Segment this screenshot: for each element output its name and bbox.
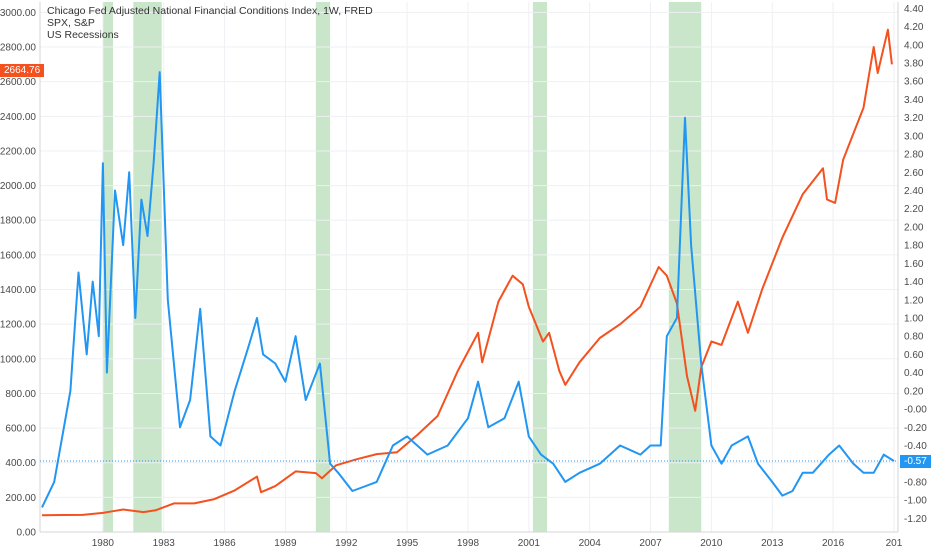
recession-band-0: [102, 2, 114, 532]
right-tick-label: 3.60: [904, 77, 924, 88]
chart-title: Chicago Fed Adjusted National Financial …: [47, 5, 373, 17]
x-tick-label: 2007: [639, 538, 662, 549]
x-tick-label: 1983: [153, 538, 176, 549]
left-tick-label: 2400.00: [0, 112, 36, 123]
right-tick-label: -0.00: [904, 405, 927, 416]
x-tick-label: 1980: [92, 538, 115, 549]
right-tick-label: 2.00: [904, 222, 924, 233]
right-tick-label: 0.20: [904, 386, 924, 397]
left-tick-label: 800.00: [5, 389, 36, 400]
right-tick-label: -0.80: [904, 477, 927, 488]
series-lines: [41, 28, 895, 517]
x-tick-label: 2010: [700, 538, 723, 549]
right-tick-label: 1.00: [904, 313, 924, 324]
right-tick-label: 3.80: [904, 59, 924, 70]
right-tick-label: 0.80: [904, 332, 924, 343]
nfci-last-value-tag: -0.57: [900, 454, 931, 468]
right-tick-label: 2.80: [904, 150, 924, 161]
right-tick-label: 3.20: [904, 113, 924, 124]
x-tick-label: 2016: [822, 538, 845, 549]
recession-band-2: [315, 2, 331, 532]
left-tick-label: 400.00: [5, 458, 36, 469]
right-tick-label: 2.40: [904, 186, 924, 197]
right-tick-label: 2.20: [904, 204, 924, 215]
recession-bands: [102, 2, 702, 532]
left-tick-label: 3000.00: [0, 8, 36, 19]
left-tick-label: 1200.00: [0, 320, 36, 331]
x-tick-label: 1989: [274, 538, 297, 549]
right-tick-label: -1.00: [904, 496, 927, 507]
chart-legend: Chicago Fed Adjusted National Financial …: [47, 5, 373, 41]
x-tick-label: 2001: [518, 538, 541, 549]
x-tick-label: 1986: [213, 538, 236, 549]
recession-band-4: [668, 2, 702, 532]
grid-lines: [39, 2, 899, 533]
left-axis: 0.00 200.00 400.00 600.00 800.00 1000.00 1200.…: [0, 8, 36, 539]
right-tick-label: 1.80: [904, 241, 924, 252]
left-tick-label: 200.00: [5, 493, 36, 504]
x-tick-label: 2004: [579, 538, 602, 549]
series-line-spx: [41, 28, 893, 517]
right-tick-label: 4.20: [904, 22, 924, 33]
right-tick-label: 0.60: [904, 350, 924, 361]
right-tick-label: 1.20: [904, 295, 924, 306]
right-tick-label: 3.40: [904, 95, 924, 106]
left-tick-label: 2000.00: [0, 181, 36, 192]
left-tick-label: 2600.00: [0, 77, 36, 88]
right-tick-label: 1.40: [904, 277, 924, 288]
right-axis: -1.20-1.00-0.80-0.60-0.40-0.20-0.000.200…: [904, 4, 927, 525]
left-tick-label: 1600.00: [0, 250, 36, 261]
right-tick-label: 1.60: [904, 259, 924, 270]
right-tick-label: -0.20: [904, 423, 927, 434]
left-tick-label: 1000.00: [0, 354, 36, 365]
right-tick-label: 3.00: [904, 131, 924, 142]
right-tick-label: 4.40: [904, 4, 924, 15]
legend-item-spx: SPX, S&P: [47, 17, 95, 29]
x-tick-label: 2013: [761, 538, 784, 549]
x-tick-label: 1995: [396, 538, 419, 549]
right-tick-label: -1.20: [904, 514, 927, 525]
left-tick-label: 2200.00: [0, 146, 36, 157]
legend-item-recessions: US Recessions: [47, 29, 119, 41]
left-tick-label: 1400.00: [0, 285, 36, 296]
left-tick-label: 2800.00: [0, 43, 36, 54]
left-tick-label: 600.00: [5, 424, 36, 435]
right-tick-label: 4.00: [904, 40, 924, 51]
right-tick-label: -0.40: [904, 441, 927, 452]
series-line-nfci: [41, 71, 895, 508]
x-tick-label: 1992: [335, 538, 358, 549]
x-tick-label: 201: [886, 538, 903, 549]
left-tick-label: 1800.00: [0, 216, 36, 227]
right-tick-label: 0.40: [904, 368, 924, 379]
right-tick-label: 2.60: [904, 168, 924, 179]
x-axis: 1980 1983 1986 1989 1992 1995 1998 2001 2004 2007…: [92, 538, 903, 549]
spx-last-value-tag: 2664.76: [0, 64, 45, 78]
left-tick-label: 0.00: [17, 528, 37, 539]
recession-band-3: [532, 2, 548, 532]
x-tick-label: 1998: [457, 538, 480, 549]
